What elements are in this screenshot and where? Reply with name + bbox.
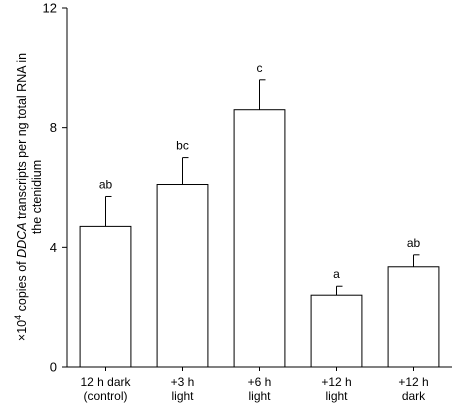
category-label: 12 h dark (80, 375, 131, 389)
y-axis-title-prefix: ×10 (15, 320, 29, 341)
category-label: light (325, 389, 348, 403)
category-label: +12 h (398, 375, 428, 389)
bar (79, 225, 132, 368)
bar (387, 266, 440, 368)
y-axis-title-gene: DDCA (15, 222, 29, 257)
bar (233, 109, 286, 368)
significance-label: ab (407, 236, 421, 250)
y-axis-title: ×104 copies of DDCA transcripts per ng t… (13, 53, 44, 341)
category-label: (control) (83, 389, 127, 403)
y-axis-title-mid: copies of (15, 258, 29, 315)
y-tick-label: 12 (43, 1, 57, 16)
y-tick-label: 4 (50, 240, 57, 255)
significance-label: bc (176, 139, 189, 153)
y-axis-title-superscript: 4 (13, 315, 23, 320)
y-tick-label: 8 (50, 120, 57, 135)
category-label: dark (402, 389, 426, 403)
significance-label: ab (99, 177, 113, 191)
y-axis-title-suffix: transcripts per ng total RNA in (15, 53, 29, 223)
y-axis-title-line-2: the ctenidium (30, 160, 44, 234)
y-axis-title-line-1: ×104 copies of DDCA transcripts per ng t… (13, 53, 29, 341)
bar (156, 184, 209, 368)
category-label: light (248, 389, 271, 403)
category-label: +12 h (321, 375, 351, 389)
category-label: +6 h (248, 375, 272, 389)
bar (310, 294, 363, 368)
category-label: light (171, 389, 194, 403)
significance-label: a (333, 267, 340, 281)
significance-label: c (257, 61, 263, 75)
category-label: +3 h (171, 375, 195, 389)
y-tick-label: 0 (50, 360, 57, 375)
